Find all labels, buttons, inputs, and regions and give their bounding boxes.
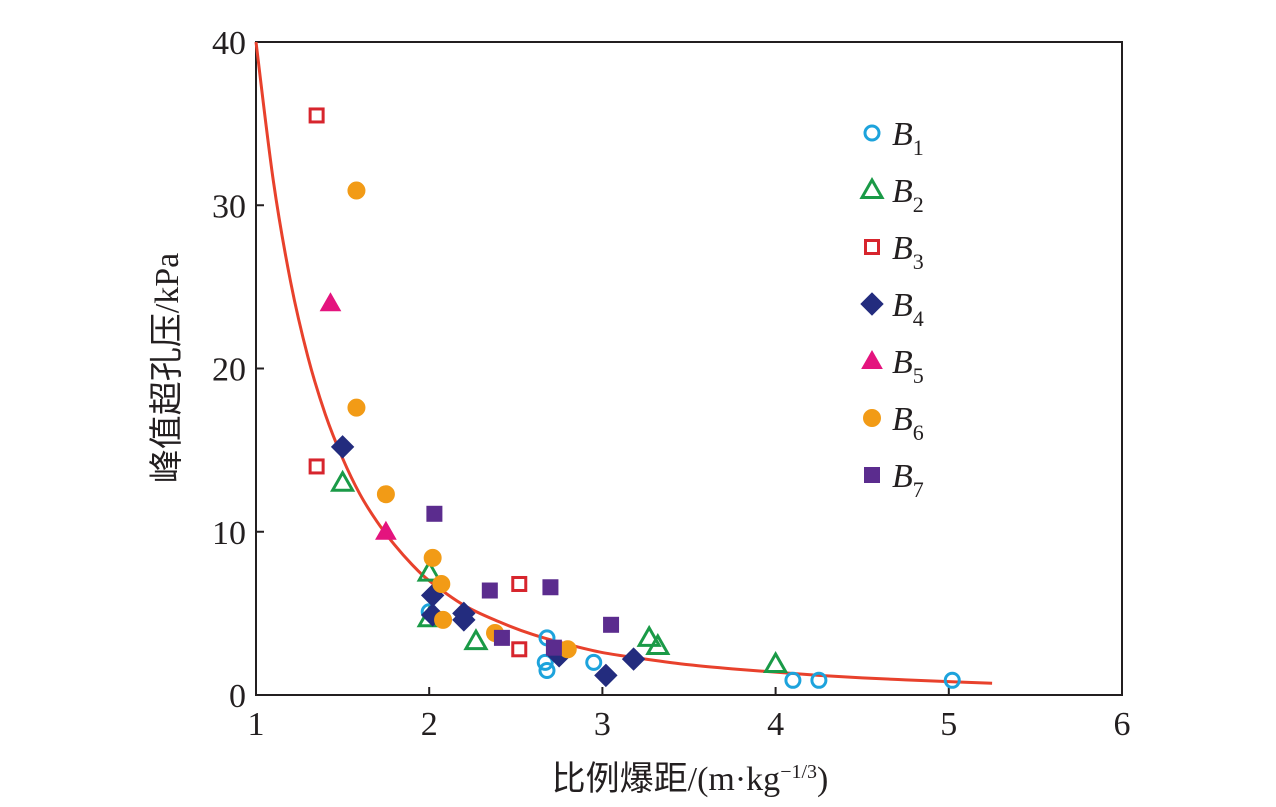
legend-label-subscript: 4 <box>913 306 924 331</box>
legend-label-b2: B2 <box>892 173 924 217</box>
data-point-b7 <box>481 582 498 599</box>
legend-label-main: B <box>892 401 913 438</box>
y-tick-label: 30 <box>212 188 246 225</box>
legend-label-main: B <box>892 287 913 324</box>
data-point-b7 <box>426 505 443 522</box>
fit-curve-group <box>254 41 993 685</box>
legend-label-subscript: 5 <box>913 363 924 388</box>
legend-label-subscript: 3 <box>913 249 924 274</box>
legend-label-main: B <box>892 116 913 153</box>
data-point-b6 <box>432 574 451 593</box>
x-tick-label: 6 <box>1114 706 1131 743</box>
data-point-b2 <box>763 650 789 673</box>
x-tick-label: 4 <box>767 706 784 743</box>
legend-marker-b6 <box>863 409 881 427</box>
legend-label-b3: B3 <box>892 230 924 274</box>
data-point-b4 <box>594 663 618 688</box>
data-point-b6 <box>423 548 442 567</box>
data-point-b2 <box>463 628 489 651</box>
data-point-b6 <box>376 485 395 504</box>
legend-marker-b5 <box>861 349 883 369</box>
x-tick-label: 1 <box>248 706 265 743</box>
legend-label-main: B <box>892 230 913 267</box>
data-point-b3 <box>511 575 528 592</box>
x-axis-label-close: ) <box>817 761 828 798</box>
data-point-b4 <box>330 435 355 459</box>
legend-label-main: B <box>892 344 913 381</box>
legend-label-b6: B6 <box>892 401 924 445</box>
data-point-b7 <box>545 639 562 656</box>
legend-marker-b1 <box>863 124 881 142</box>
data-point-b5 <box>375 520 397 540</box>
data-point-b7 <box>542 579 559 596</box>
data-point-b1 <box>585 653 603 671</box>
data-point-b1 <box>943 671 961 689</box>
legend-marker-b4 <box>860 292 884 316</box>
data-point-b6 <box>434 610 453 629</box>
x-tick-label: 2 <box>421 706 438 743</box>
data-point-b2 <box>636 624 662 647</box>
data-point-b4 <box>452 608 476 632</box>
x-tick-label: 5 <box>940 706 957 743</box>
data-point-b7 <box>493 629 510 646</box>
data-points <box>308 107 961 689</box>
legend-label-b5: B5 <box>892 344 924 388</box>
data-point-b7 <box>603 616 620 633</box>
plot-frame <box>255 41 1123 696</box>
data-point-b6 <box>347 181 366 200</box>
legend-marker-b2 <box>859 176 885 199</box>
y-tick-label: 20 <box>212 352 246 389</box>
legend-label-subscript: 7 <box>913 477 924 502</box>
legend-label-subscript: 1 <box>913 135 924 160</box>
legend-label-subscript: 6 <box>913 420 924 445</box>
legend-label-b4: B4 <box>892 287 924 331</box>
legend-label-subscript: 2 <box>913 192 924 217</box>
y-tick-label: 10 <box>212 515 246 552</box>
legend-label-main: B <box>892 458 913 495</box>
data-point-b1 <box>538 662 556 680</box>
data-point-b5 <box>319 292 342 312</box>
data-point-b6 <box>347 398 366 417</box>
data-point-b4 <box>621 647 646 671</box>
y-axis-label: 峰值超孔压/kPa <box>148 253 186 483</box>
data-point-b3 <box>308 107 325 124</box>
x-axis-label: 比例爆距/(m·kg−1/3) <box>552 761 829 798</box>
x-tick-label: 3 <box>594 706 611 743</box>
x-axis-label-exponent: −1/3 <box>780 761 817 783</box>
data-point-b3 <box>511 641 528 658</box>
data-point-b1 <box>810 671 828 689</box>
y-tick-label: 40 <box>212 25 246 62</box>
legend-marker-b3 <box>864 239 880 255</box>
legend-label-b7: B7 <box>892 458 924 502</box>
legend-marker-b7 <box>864 467 880 483</box>
legend-label-main: B <box>892 173 913 210</box>
data-point-b2 <box>330 469 356 492</box>
data-point-b1 <box>536 653 554 671</box>
y-tick-label: 0 <box>229 678 246 715</box>
data-point-b3 <box>308 458 325 475</box>
fit-curve <box>254 41 993 685</box>
axis-ticks: 1 2 3 4 5 6 0 10 20 30 40 <box>212 25 1131 743</box>
data-point-b1 <box>784 671 802 689</box>
data-point-b2 <box>645 633 671 656</box>
data-point-b2 <box>416 559 442 582</box>
legend-label-b1: B1 <box>892 116 924 160</box>
